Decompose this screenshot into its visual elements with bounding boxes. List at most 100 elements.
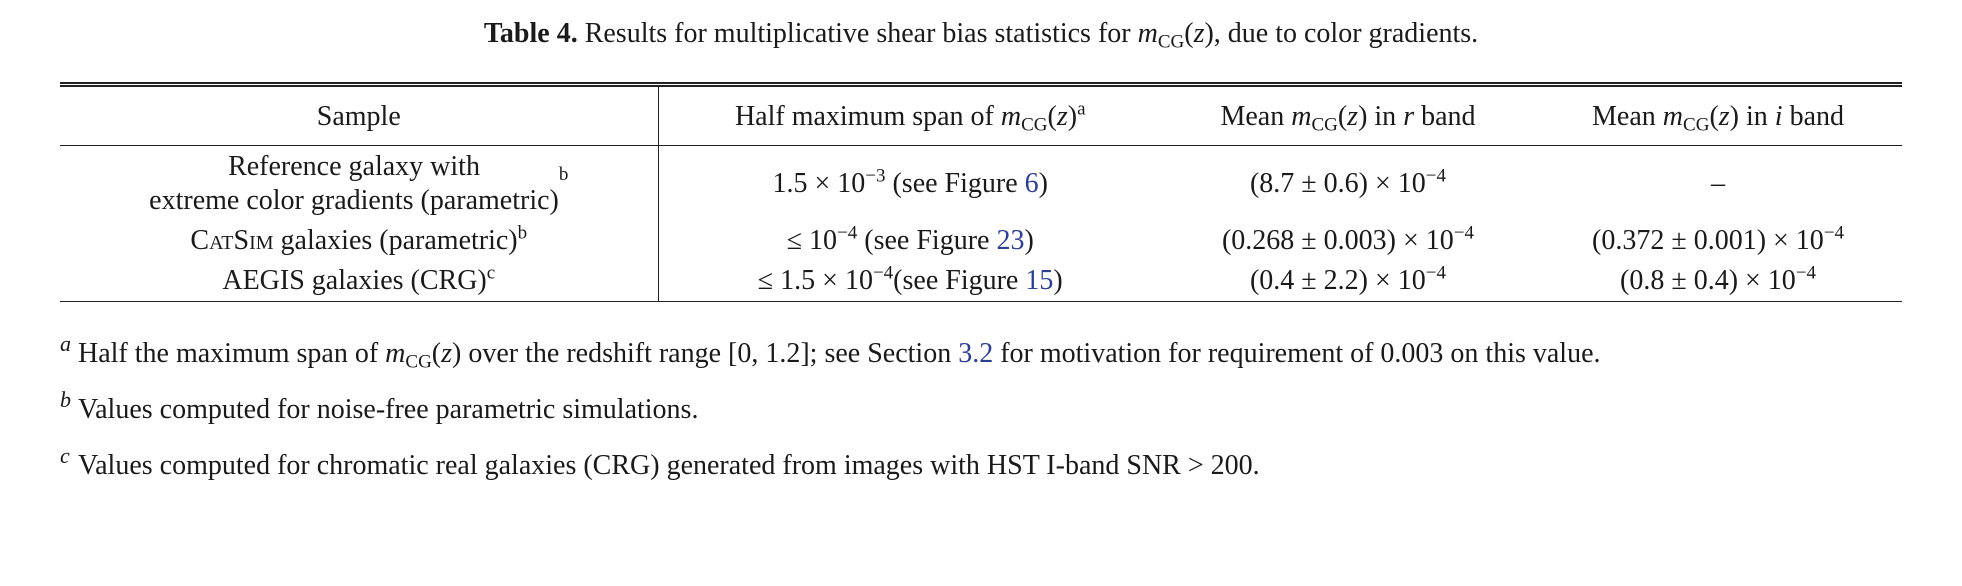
text: )	[1024, 225, 1034, 256]
superscript: −4	[837, 222, 858, 244]
text: Values computed for noise-free parametri…	[78, 394, 699, 425]
column-header: Mean mCG(z) in i band	[1534, 84, 1902, 146]
subscript: CG	[1311, 114, 1338, 136]
table-row: CatSim galaxies (parametric)b ≤ 10−4 (see…	[60, 221, 1902, 261]
header-row: Sample Half maximum span of mCG(z)a Mean m…	[60, 84, 1902, 146]
text: )	[1038, 168, 1048, 199]
text: ≤ 10	[786, 225, 838, 256]
superscript: −4	[1425, 262, 1446, 284]
superscript: c	[486, 262, 496, 284]
text: (	[1047, 101, 1057, 132]
text: AEGIS galaxies (CRG)	[222, 265, 487, 296]
text: Half the maximum span of	[78, 338, 386, 369]
math-italic: z	[1347, 101, 1359, 132]
table-cell: Reference galaxy with extreme color gradi…	[60, 145, 659, 221]
line-group: Reference galaxy with extreme color gradi…	[149, 150, 559, 218]
text-line: Reference galaxy with	[228, 151, 480, 182]
math-italic: m	[1662, 101, 1684, 132]
text: (see Figure	[857, 225, 997, 256]
table-cell: (8.7 ± 0.6) × 10−4	[1162, 146, 1534, 222]
footnote-text: Values computed for noise-free parametri…	[78, 391, 698, 429]
footnote-text: Values computed for chromatic real galax…	[78, 447, 1260, 485]
text: )	[1067, 101, 1078, 132]
table-cell: (0.4 ± 2.2) × 10−4	[1162, 261, 1534, 302]
reference-link[interactable]: 15	[1025, 265, 1054, 296]
math-italic: m	[1137, 18, 1158, 49]
text: (	[431, 338, 442, 369]
footnotes: a Half the maximum span of mCG(z) over th…	[60, 331, 1920, 503]
footnote-mark: a	[60, 331, 71, 356]
superscript: −3	[865, 165, 886, 187]
reference-link[interactable]: 3.2	[958, 338, 994, 369]
text: (see Figure	[893, 265, 1026, 296]
superscript: −4	[1453, 222, 1474, 244]
subscript: CG	[1683, 114, 1710, 136]
text: 1.5 × 10	[772, 168, 866, 199]
text: for motivation for requirement of 0.003 …	[993, 338, 1601, 369]
text: (0.372 ± 0.001) × 10	[1592, 225, 1824, 256]
text: ≤ 1.5 × 10	[757, 265, 873, 296]
text: ) in	[1358, 101, 1404, 132]
text: (	[1709, 101, 1719, 132]
footnote-mark: b	[60, 387, 71, 412]
text: (0.4 ± 2.2) × 10	[1249, 265, 1426, 296]
math-italic: m	[1000, 101, 1022, 132]
table-cell: (0.8 ± 0.4) × 10−4	[1534, 261, 1902, 302]
text: Results for multiplicative shear bias st…	[577, 18, 1138, 49]
math-italic: z	[1193, 18, 1205, 49]
text: (	[1337, 101, 1348, 132]
small-caps-text: CatSim	[190, 225, 274, 256]
math-italic: m	[1291, 101, 1312, 132]
reference-link[interactable]: 23	[996, 225, 1025, 256]
text: (see Figure	[885, 168, 1025, 199]
text: band	[1414, 101, 1476, 132]
text: ) over the redshift range [0, 1.2]; see …	[452, 338, 959, 369]
table-cell: ≤ 10−4 (see Figure 23)	[658, 221, 1162, 261]
text: (	[1184, 18, 1194, 49]
footnote: c Values computed for chromatic real gala…	[60, 443, 1920, 485]
math-italic: r	[1403, 101, 1415, 132]
table-cell: ≤ 1.5 × 10−4(see Figure 15)	[658, 261, 1162, 302]
reference-link[interactable]: 6	[1024, 168, 1039, 199]
superscript: −4	[1823, 222, 1845, 244]
table-cell: CatSim galaxies (parametric)b	[60, 221, 659, 261]
superscript: b	[517, 222, 528, 244]
table-row: Reference galaxy with extreme color gradi…	[60, 145, 1902, 222]
math-italic: z	[441, 338, 453, 369]
text: band	[1782, 101, 1844, 132]
text-line: extreme color gradients (parametric)	[149, 185, 559, 216]
text: Half maximum span of	[734, 101, 1001, 132]
text: (0.8 ± 0.4) × 10	[1620, 265, 1796, 296]
text: )	[1053, 265, 1063, 296]
text: (8.7 ± 0.6) × 10	[1249, 168, 1426, 199]
footnote: a Half the maximum span of mCG(z) over th…	[60, 331, 1920, 373]
table-cell: 1.5 × 10−3 (see Figure 6)	[658, 146, 1162, 222]
superscript: −4	[1425, 165, 1446, 187]
table-body: Reference galaxy with extreme color gradi…	[60, 145, 1902, 302]
table-cell: AEGIS galaxies (CRG)c	[60, 261, 659, 302]
text: –	[1711, 168, 1726, 199]
superscript: −4	[872, 262, 894, 284]
column-header: Mean mCG(z) in r band	[1161, 84, 1535, 146]
text: Values computed for chromatic real galax…	[78, 450, 1260, 481]
text: ), due to color gradients.	[1204, 18, 1479, 49]
column-header: Half maximum span of mCG(z)a	[658, 84, 1162, 146]
footnote: b Values computed for noise-free parametr…	[60, 387, 1920, 429]
results-table: Sample Half maximum span of mCG(z)a Mean m…	[60, 82, 1902, 302]
table-cell: (0.372 ± 0.001) × 10−4	[1534, 221, 1902, 261]
table-row: AEGIS galaxies (CRG)c ≤ 1.5 × 10−4(see Fi…	[60, 261, 1902, 302]
text: (0.268 ± 0.003) × 10	[1221, 225, 1454, 256]
text: Sample	[316, 101, 401, 132]
text: ) in	[1729, 101, 1775, 132]
subscript: CG	[405, 351, 432, 373]
table-caption: Table 4. Results for multiplicative shea…	[0, 18, 1962, 53]
table-cell: –	[1534, 146, 1902, 222]
footnote-text: Half the maximum span of mCG(z) over the…	[78, 335, 1601, 373]
column-header: Sample	[60, 84, 659, 146]
bold-text: Table 4.	[483, 18, 578, 49]
text: Mean	[1220, 101, 1292, 132]
subscript: CG	[1157, 31, 1185, 53]
table-cell: (0.268 ± 0.003) × 10−4	[1162, 221, 1534, 261]
math-italic: m	[385, 338, 406, 369]
